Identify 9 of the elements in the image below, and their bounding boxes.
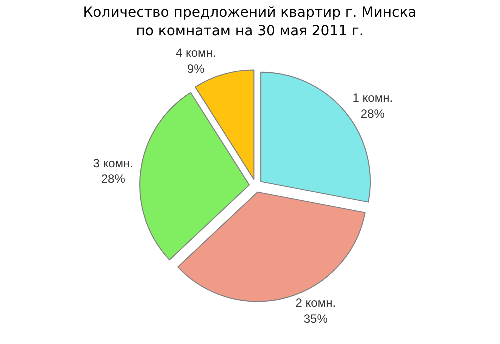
slice-label: 3 комн.	[93, 156, 134, 170]
data-label: 35%	[304, 312, 328, 326]
slice-label: 4 комн.	[176, 46, 216, 60]
slice-label: 1 комн.	[352, 91, 394, 106]
slice-label: 2 комн.	[296, 296, 336, 310]
data-label: 9%	[187, 62, 206, 76]
data-label: 28%	[360, 106, 386, 121]
chart-title: Количество предложений квартир г. Минска по комнатам на 30 мая 2011 г.	[83, 5, 417, 40]
data-label: 28%	[101, 172, 126, 186]
